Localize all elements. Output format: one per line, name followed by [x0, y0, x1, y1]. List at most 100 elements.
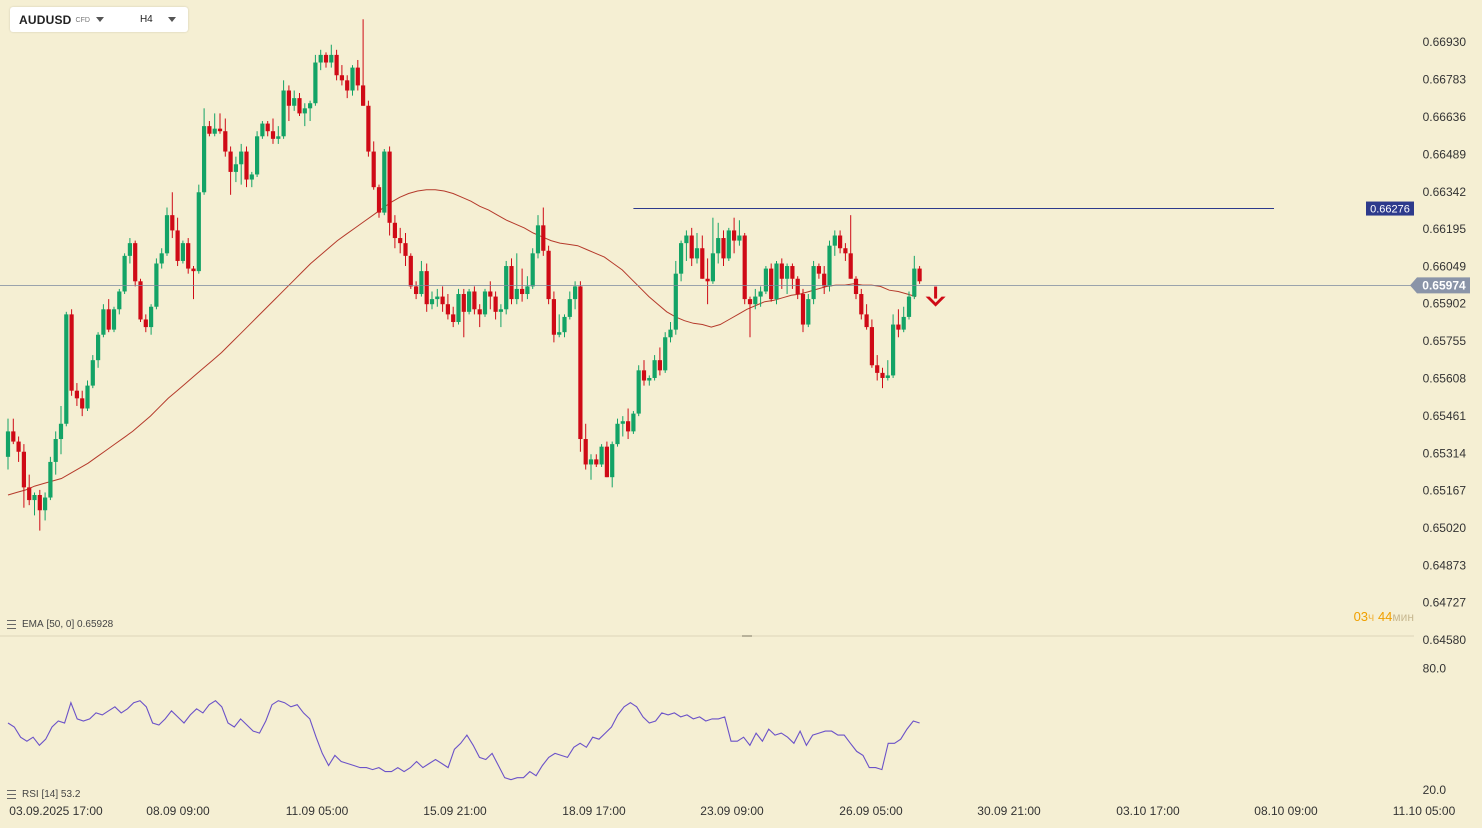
candle-up	[43, 497, 48, 511]
symbol-name[interactable]: AUDUSD	[19, 12, 72, 27]
candle-down	[451, 314, 456, 323]
price-tick-label: 0.65755	[1423, 334, 1467, 348]
candle-up	[763, 268, 768, 292]
candle-up	[419, 271, 424, 295]
candle-up	[636, 370, 641, 414]
countdown-minutes: 44	[1377, 609, 1393, 624]
candle-up	[164, 215, 170, 254]
ema-legend[interactable]: EMA [50, 0] 0.65928	[7, 619, 113, 630]
candle-up	[891, 324, 896, 376]
candle-up	[679, 243, 684, 274]
candle-down	[223, 131, 228, 152]
candle-up	[260, 123, 265, 137]
candle-down	[170, 215, 175, 231]
candle-up	[610, 444, 615, 478]
countdown-minutes-unit: мин	[1392, 610, 1414, 624]
candle-up	[96, 334, 101, 361]
candle-up	[482, 291, 488, 315]
candle-up	[557, 332, 562, 335]
rsi-line	[7, 700, 920, 781]
candle-down	[387, 151, 392, 223]
candle-up	[233, 164, 238, 172]
candle-down	[848, 253, 853, 279]
candle-up	[149, 306, 154, 328]
candle-up	[885, 375, 890, 378]
menu-icon[interactable]	[7, 620, 16, 629]
candle-up	[196, 192, 201, 272]
candle-down	[880, 372, 885, 378]
candle-up	[588, 459, 594, 465]
timeframe-dropdown-icon[interactable]	[167, 17, 176, 22]
candle-down	[689, 235, 694, 259]
candle-up	[785, 266, 790, 279]
candle-down	[345, 80, 350, 91]
current-price-label: 0.65974	[1422, 278, 1466, 292]
candle-down	[339, 75, 344, 81]
time-axis[interactable]: 03.09.2025 17:00 08.09 09:00 11.09 05:00 15…	[9, 804, 1455, 818]
candle-down	[769, 268, 774, 300]
time-tick-label: 30.09 21:00	[977, 804, 1041, 818]
candle-up	[774, 263, 779, 300]
candle-up	[212, 128, 217, 134]
candle-up	[281, 90, 286, 137]
rsi-legend-params: [14]	[41, 789, 59, 800]
candle-down	[376, 187, 382, 213]
candle-up	[276, 136, 281, 139]
price-axis[interactable]: 0.66930 0.66783 0.66636 0.66489 0.66342 0.661…	[1410, 35, 1470, 647]
candle-down	[477, 309, 482, 315]
candle-down	[896, 324, 901, 330]
candle-down	[493, 296, 498, 312]
rsi-tick-label: 20.0	[1423, 783, 1447, 797]
time-tick-label: 18.09 17:00	[562, 804, 626, 818]
candle-up	[53, 439, 58, 462]
candle-down	[838, 235, 843, 249]
candle-down	[732, 230, 737, 241]
time-tick-label: 15.09 21:00	[423, 804, 487, 818]
candle-down	[721, 238, 726, 259]
candle-down	[21, 451, 26, 488]
candle-up	[827, 245, 832, 287]
candle-up	[90, 360, 95, 386]
candle-up	[308, 103, 313, 109]
timeframe-value[interactable]: H4	[139, 14, 153, 25]
sell-arrow-stem	[934, 286, 938, 299]
candle-down	[859, 294, 864, 315]
candle-down	[875, 365, 880, 373]
price-tick-label: 0.65314	[1423, 446, 1467, 460]
price-tick-label: 0.66342	[1423, 185, 1467, 199]
candle-down	[16, 441, 21, 452]
candle-down	[217, 128, 223, 132]
candle-down	[864, 314, 869, 328]
candle-down	[583, 439, 588, 465]
candle-up	[726, 230, 731, 259]
candle-down	[355, 67, 360, 86]
time-tick-label: 03.10 17:00	[1116, 804, 1180, 818]
ema-layer	[7, 189, 917, 496]
candle-down	[11, 431, 16, 442]
candle-up	[684, 235, 689, 244]
candle-down	[207, 126, 212, 134]
symbol-tag: CFD	[75, 17, 90, 24]
ema-legend-name: EMA	[22, 619, 44, 630]
menu-icon[interactable]	[7, 790, 16, 799]
candle-up	[456, 294, 461, 323]
time-tick-label: 11.10 05:00	[1393, 804, 1456, 818]
price-tick-label: 0.65167	[1423, 484, 1467, 498]
candle-down	[700, 248, 705, 279]
candle-down	[191, 268, 196, 272]
candle-up	[806, 299, 811, 325]
candle-down	[228, 151, 233, 172]
candle-up	[202, 126, 207, 193]
price-tick-label: 0.66049	[1423, 259, 1467, 273]
candle-up	[48, 461, 53, 498]
candle-up	[127, 243, 132, 256]
candle-up	[906, 296, 912, 317]
candles-layer	[5, 19, 922, 531]
candle-down	[551, 299, 556, 335]
candle-down	[779, 263, 784, 279]
symbol-dropdown-icon[interactable]	[95, 17, 104, 22]
candle-down	[138, 281, 143, 320]
candle-up	[716, 238, 721, 254]
rsi-legend[interactable]: RSI [14] 53.2	[7, 789, 80, 800]
